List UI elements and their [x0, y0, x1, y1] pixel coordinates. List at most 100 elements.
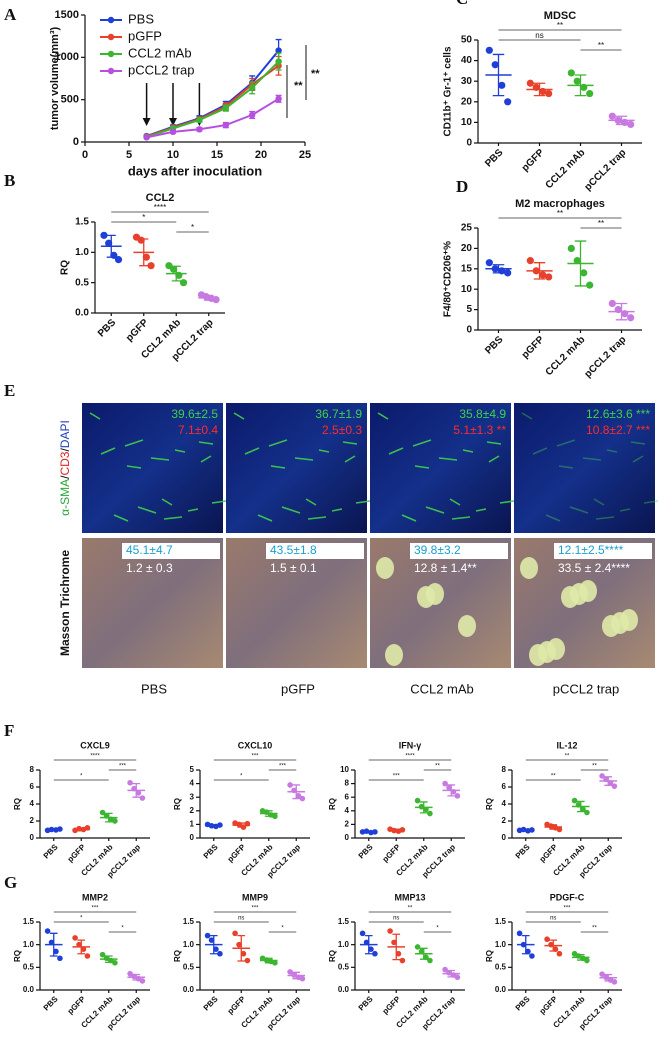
- y-tick-label: 4: [502, 799, 507, 808]
- y-axis-label: RQ: [485, 798, 494, 810]
- sig-label: *: [191, 223, 194, 232]
- data-point: [114, 256, 123, 264]
- y-tick-label: 1.5: [183, 917, 195, 926]
- x-tick-label: pGFP: [538, 994, 560, 1016]
- y-tick-label: 1: [190, 820, 195, 829]
- y-tick-label: 4: [30, 799, 35, 808]
- y-axis-label: RQ: [328, 950, 337, 962]
- legend-marker: [107, 33, 115, 41]
- error-bar: [364, 830, 373, 834]
- error-bar: [574, 74, 587, 97]
- data-point: [147, 262, 155, 270]
- data-point: [580, 269, 588, 277]
- data-point: [427, 957, 433, 964]
- error-bar: [132, 782, 141, 798]
- measurement: 12.8 ± 1.4**: [414, 561, 477, 575]
- data-point: [529, 953, 535, 959]
- error-bar: [139, 238, 149, 267]
- measurement: 12.6±3.6 ***: [586, 407, 650, 421]
- data-point: [100, 231, 108, 239]
- data-point: [208, 937, 215, 943]
- data-point: [599, 971, 605, 977]
- panel-letter: G: [4, 873, 17, 892]
- y-tick-label: 0.0: [75, 308, 89, 319]
- data-point: [287, 782, 293, 788]
- y-tick-label: 0.0: [23, 985, 35, 994]
- y-tick-label: 8: [345, 779, 350, 788]
- stain-streak: [619, 508, 631, 512]
- data-point: [359, 930, 366, 937]
- y-tick-label: 3: [190, 792, 195, 801]
- micrograph-trichrome: [82, 538, 223, 668]
- data-point: [368, 946, 374, 952]
- fat-vacuole: [620, 609, 638, 631]
- y-tick-label: 2: [502, 816, 507, 825]
- stain-streak: [331, 508, 343, 512]
- data-point: [196, 126, 203, 133]
- micrograph-trichrome: [226, 538, 367, 668]
- measurement: 2.5±0.3: [322, 423, 362, 437]
- micrograph-fluorescence: [514, 403, 655, 533]
- stain-streak: [174, 449, 186, 453]
- data-point: [372, 950, 378, 957]
- error-bar: [292, 971, 301, 980]
- data-point: [414, 797, 421, 804]
- label-box: [266, 543, 364, 559]
- measurement: 39.8±3.2: [414, 543, 461, 557]
- sig-label: **: [557, 209, 563, 218]
- data-point: [72, 935, 78, 941]
- data-point: [53, 948, 59, 955]
- stain-streak: [211, 500, 227, 504]
- data-point: [299, 975, 306, 982]
- error-bar: [419, 801, 428, 814]
- sig-label: **: [557, 21, 563, 30]
- y-tick-label: 1.0: [23, 940, 35, 949]
- error-bar: [392, 933, 401, 961]
- measurement: 12.1±2.5****: [558, 543, 624, 557]
- measurement: 5.1±1.3 **: [453, 423, 506, 437]
- data-point: [573, 257, 581, 265]
- stain-streak: [486, 441, 502, 445]
- y-tick-label: 1500: [55, 9, 79, 21]
- y-tick-label: 8: [502, 765, 507, 774]
- measurement: 45.1±4.7: [126, 543, 173, 557]
- data-point: [299, 795, 306, 802]
- y-tick-label: 20: [461, 96, 473, 107]
- y-axis-label: RQ: [173, 950, 182, 962]
- sig-label: *: [281, 926, 284, 932]
- stain-streak: [161, 498, 173, 506]
- data-point: [135, 790, 142, 796]
- chart-title: PDGF-C: [550, 892, 585, 902]
- error-bar: [533, 262, 546, 280]
- error-bar: [171, 265, 181, 282]
- data-point: [80, 946, 87, 952]
- x-tick-label: PBS: [202, 994, 220, 1012]
- y-tick-label: 6: [502, 782, 507, 791]
- error-bar: [132, 973, 141, 981]
- stain-streak: [558, 465, 574, 469]
- legend-label: PBS: [128, 11, 154, 26]
- measurement: 10.8±2.7 ***: [586, 423, 650, 437]
- column-label: PBS: [141, 681, 167, 696]
- stain-streak: [475, 508, 487, 512]
- error-bar: [615, 302, 628, 321]
- x-tick-label: 20: [255, 149, 267, 161]
- data-point: [272, 960, 278, 966]
- x-tick-label: PBS: [514, 994, 532, 1012]
- stain-streak: [582, 457, 602, 461]
- stain-streak: [305, 498, 317, 506]
- error-bar: [204, 294, 214, 301]
- data-point: [580, 806, 586, 812]
- x-axis-label: days after inoculation: [128, 163, 262, 178]
- y-tick-label: 50: [461, 35, 473, 46]
- legend-label: pCCL2 trap: [128, 62, 194, 77]
- data-point: [57, 955, 63, 962]
- series-line: [146, 97, 280, 139]
- stain-streak: [268, 439, 288, 447]
- x-tick-label: pGFP: [66, 842, 88, 864]
- x-tick-label: pCCL2 trap: [583, 147, 629, 193]
- x-tick-label: pGFP: [66, 994, 88, 1016]
- data-point: [418, 948, 425, 955]
- legend-label: CCL2 mAb: [128, 45, 192, 60]
